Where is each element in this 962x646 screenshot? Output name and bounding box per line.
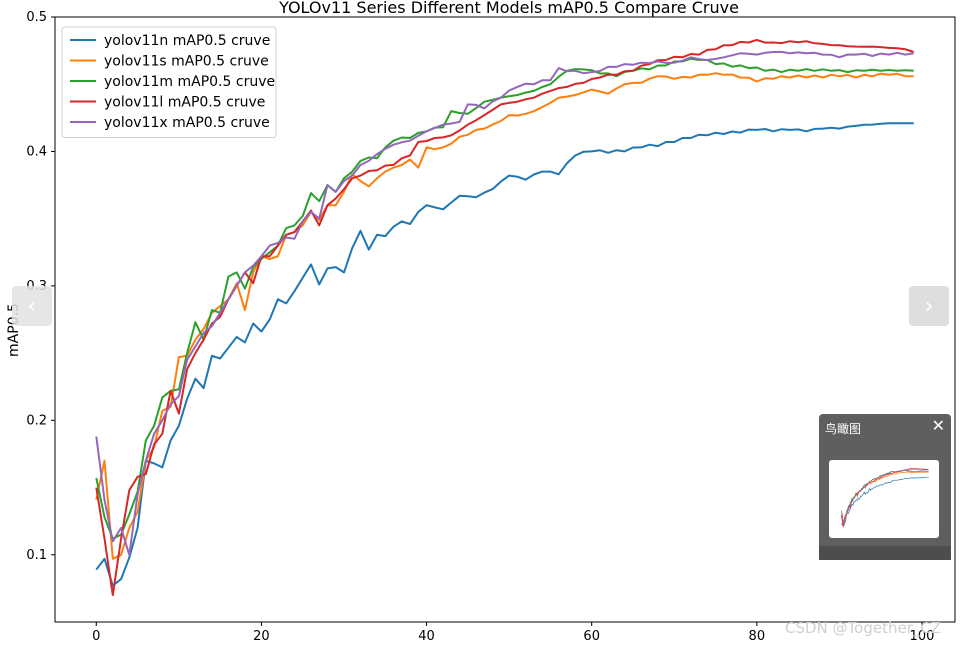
- next-image-button[interactable]: ›: [909, 286, 949, 326]
- legend-label: yolov11n mAP0.5 cruve: [104, 33, 270, 49]
- series-line-3: [95, 57, 914, 540]
- plot-frame: [54, 16, 956, 623]
- y-tick-label: 0.5: [26, 10, 47, 25]
- y-tick-label: 0.2: [26, 413, 47, 428]
- legend-label: yolov11m mAP0.5 cruve: [104, 74, 275, 90]
- plot-border: [54, 16, 956, 623]
- previous-image-button[interactable]: ‹: [12, 286, 52, 326]
- overview-footer: [819, 546, 951, 560]
- chevron-right-icon: ›: [924, 293, 934, 319]
- overview-thumbnail[interactable]: [829, 460, 939, 538]
- legend-label: yolov11l mAP0.5 cruve: [104, 95, 265, 111]
- series-line-1: [95, 122, 914, 587]
- chevron-left-icon: ‹: [27, 293, 37, 319]
- thumb-series-5: [841, 469, 929, 524]
- series-line-5: [95, 50, 914, 556]
- overview-panel: 鸟瞰图 ✕: [819, 414, 951, 560]
- legend: yolov11n mAP0.5 cruve yolov11s mAP0.5 cru…: [61, 26, 277, 138]
- legend-label: yolov11s mAP0.5 cruve: [104, 54, 269, 70]
- thumb-series-1: [841, 476, 929, 527]
- watermark: CSDN @Together_CZ: [785, 619, 942, 637]
- x-tick-label: 100: [910, 629, 935, 644]
- chart-title: YOLOv11 Series Different Models mAP0.5 C…: [278, 0, 739, 17]
- close-icon[interactable]: ✕: [931, 416, 945, 435]
- y-tick-label: 0.4: [26, 144, 47, 159]
- series-lines: [95, 38, 915, 597]
- x-tick-label: 0: [92, 629, 100, 644]
- overview-title: 鸟瞰图: [825, 422, 862, 436]
- legend-box: [61, 26, 277, 138]
- x-tick-label: 40: [418, 629, 435, 644]
- legend-label: yolov11x mAP0.5 cruve: [104, 115, 270, 131]
- x-tick-label: 60: [583, 629, 600, 644]
- thumbnail-chart: [841, 468, 929, 528]
- y-tick-label: 0.1: [26, 548, 47, 563]
- x-tick-label: 80: [749, 629, 766, 644]
- x-tick-label: 20: [253, 629, 270, 644]
